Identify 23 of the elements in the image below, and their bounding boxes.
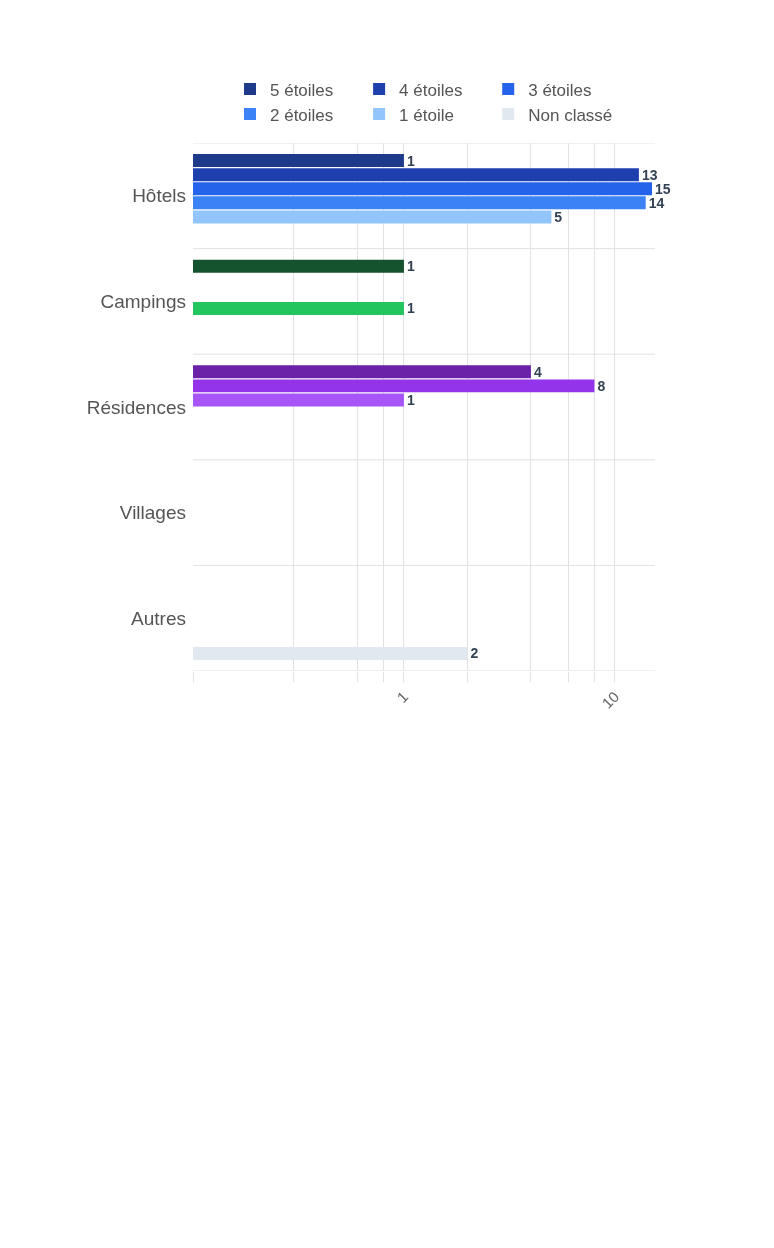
- data-label: 1: [406, 152, 415, 169]
- data-label: 1: [406, 391, 415, 408]
- data-label: 1: [406, 258, 415, 275]
- y-tick-label: Autres: [131, 607, 186, 629]
- data-label: 1: [406, 300, 415, 317]
- legend-label: 5 étoiles: [270, 80, 334, 100]
- y-tick-label: Villages: [119, 502, 186, 524]
- data-label: 13: [641, 166, 658, 183]
- y-tick-label: Hôtels: [132, 185, 186, 207]
- y-tick-label: Résidences: [86, 396, 186, 418]
- data-label: 14: [648, 194, 665, 211]
- legend-label: 3 étoiles: [528, 80, 592, 100]
- data-label: 2: [470, 645, 479, 662]
- legend-label: 2 étoiles: [270, 105, 334, 125]
- data-label: 5: [554, 208, 563, 225]
- data-label: 8: [597, 377, 606, 394]
- data-label: 15: [655, 180, 671, 197]
- legend-label: 4 étoiles: [399, 80, 463, 100]
- legend-label: Non classé: [528, 105, 613, 125]
- legend-label: 1 étoile: [399, 105, 454, 125]
- x-tick-label: 10: [598, 687, 623, 712]
- y-tick-label: Campings: [100, 291, 186, 313]
- data-label: 4: [533, 363, 542, 380]
